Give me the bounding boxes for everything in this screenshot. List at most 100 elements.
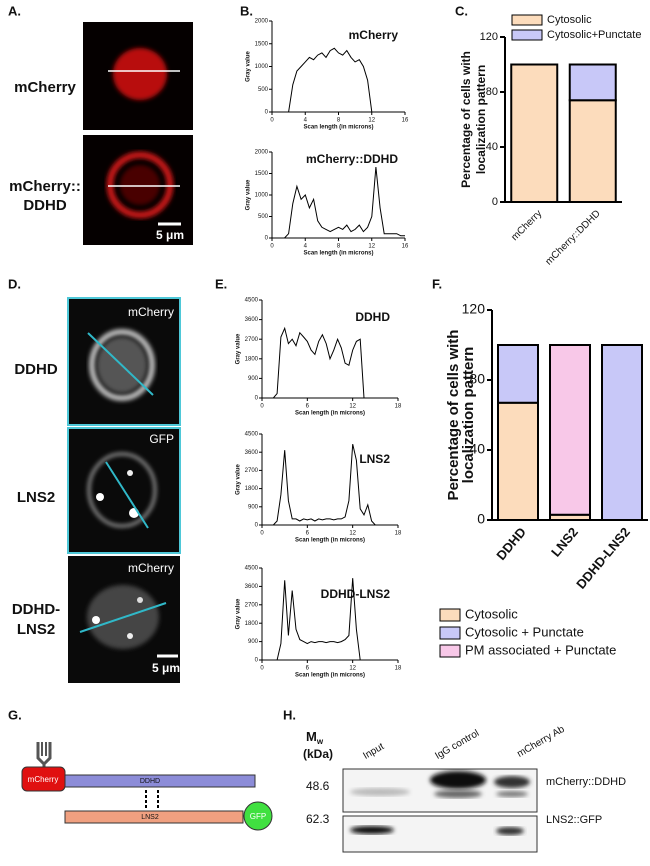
y-tick-label: 80 <box>469 371 485 387</box>
blot-label: LNS2::GFP <box>546 814 602 826</box>
x-tick-label: 4 <box>304 118 308 124</box>
x-tick-label: 0 <box>260 531 264 537</box>
marker-label: 62.3 <box>306 812 330 826</box>
y-axis-label: Percentage of cells with <box>445 330 462 501</box>
panel-label: B. <box>240 3 253 18</box>
y-tick-label: 2700 <box>245 602 259 608</box>
unit-label: (kDa) <box>303 747 333 761</box>
row-label: LNS2 <box>17 621 55 638</box>
legend-swatch <box>439 644 461 658</box>
legend-swatch <box>439 626 461 640</box>
y-tick-label: 3600 <box>245 317 259 323</box>
y-tick-label: 0 <box>477 511 485 527</box>
y-tick-label: 2700 <box>245 337 259 343</box>
panel-label: F. <box>432 276 442 291</box>
x-tick-label: 6 <box>306 666 310 672</box>
y-axis-label: Percentage of cells with <box>459 51 473 188</box>
y-tick-label: 2000 <box>255 19 269 25</box>
x-tick-label: 16 <box>402 118 409 124</box>
mw-label: Mw <box>306 729 324 746</box>
node-label: mCherry <box>28 775 59 784</box>
x-tick-label: 8 <box>337 244 341 250</box>
y-tick-label: 500 <box>258 87 269 93</box>
row-label: LNS2 <box>17 489 55 506</box>
y-tick-label: 0 <box>265 110 269 116</box>
panel-label: E. <box>215 276 227 291</box>
profile-line <box>262 443 398 526</box>
node-label: DDHD <box>140 778 160 785</box>
y-tick-label: 3600 <box>245 450 259 456</box>
y-tick-label: 0 <box>255 658 259 664</box>
bar-segment <box>497 344 539 404</box>
bar-segment <box>568 63 617 102</box>
y-tick-label: 900 <box>248 639 259 645</box>
row-label: DDHD- <box>12 601 60 618</box>
y-tick-label: 4500 <box>245 566 259 572</box>
row-label: mCherry:: <box>9 178 81 195</box>
mw-sub: w <box>316 737 324 746</box>
x-tick-label: 18 <box>395 531 402 537</box>
y-tick-label: 1000 <box>255 64 269 70</box>
blot-label: mCherry::DDHD <box>546 776 626 788</box>
y-tick-label: 40 <box>486 141 498 153</box>
y-tick-label: 1000 <box>255 193 269 199</box>
micrograph <box>67 427 181 554</box>
y-tick-label: 3600 <box>245 584 259 590</box>
y-tick-label: 0 <box>255 523 259 529</box>
legend-label: Cytosolic+Punctate <box>547 29 641 41</box>
y-tick-label: 120 <box>462 301 486 317</box>
chart-title: mCherry <box>349 28 399 42</box>
y-tick-label: 0 <box>492 196 498 208</box>
micrograph <box>67 297 181 426</box>
panel-label: H. <box>283 707 296 722</box>
chart-title: mCherry::DDHD <box>306 152 398 166</box>
scale-bar-label: 5 μm <box>156 228 184 242</box>
bar-segment <box>497 401 539 521</box>
legend-label: Cytosolic <box>465 606 518 621</box>
y-axis-label: Gray value <box>246 50 252 81</box>
bar-segment <box>601 344 643 521</box>
y-tick-label: 1500 <box>255 171 269 177</box>
y-axis-label: Gray value <box>236 463 242 494</box>
x-axis-label: Scan length (in microns) <box>295 411 365 417</box>
micrograph <box>83 135 193 245</box>
y-tick-label: 80 <box>486 86 498 98</box>
profile-line <box>262 326 398 399</box>
x-tick-label: 6 <box>306 531 310 537</box>
profile-line <box>262 578 398 661</box>
y-axis-label: Gray value <box>246 179 252 210</box>
mcherry-box <box>21 766 66 792</box>
blot <box>342 815 538 853</box>
legend-label: PM associated + Punctate <box>465 642 616 657</box>
scale-bar-label: 5 μm <box>152 661 180 675</box>
gfp-circle <box>243 801 273 831</box>
x-tick-label: 0 <box>270 244 274 250</box>
panel-label: D. <box>8 276 21 291</box>
panel-label: C. <box>455 3 468 18</box>
mw-main: M <box>306 729 317 744</box>
x-tick-label: 12 <box>368 244 375 250</box>
marker-label: 48.6 <box>306 779 330 793</box>
x-tick-label: 0 <box>260 404 264 410</box>
chart-title: DDHD-LNS2 <box>321 587 391 601</box>
legend-swatch <box>439 608 461 622</box>
x-tick-label: 18 <box>395 404 402 410</box>
y-tick-label: 0 <box>265 236 269 242</box>
x-axis-label: Scan length (in microns) <box>295 538 365 544</box>
legend-swatch <box>511 14 543 26</box>
x-tick-label: 12 <box>368 118 375 124</box>
chart-title: LNS2 <box>359 452 390 466</box>
y-tick-label: 1800 <box>245 621 259 627</box>
y-tick-label: 4500 <box>245 298 259 304</box>
x-tick-label: LNS2 <box>548 524 581 559</box>
lane-label: IgG control <box>433 728 481 762</box>
x-tick-label: 18 <box>395 666 402 672</box>
x-tick-label: 6 <box>306 404 310 410</box>
bar-segment <box>568 99 617 203</box>
y-tick-label: 1800 <box>245 486 259 492</box>
y-tick-label: 1500 <box>255 41 269 47</box>
y-tick-label: 1800 <box>245 356 259 362</box>
blot <box>342 768 538 813</box>
channel-label: GFP <box>149 432 174 446</box>
